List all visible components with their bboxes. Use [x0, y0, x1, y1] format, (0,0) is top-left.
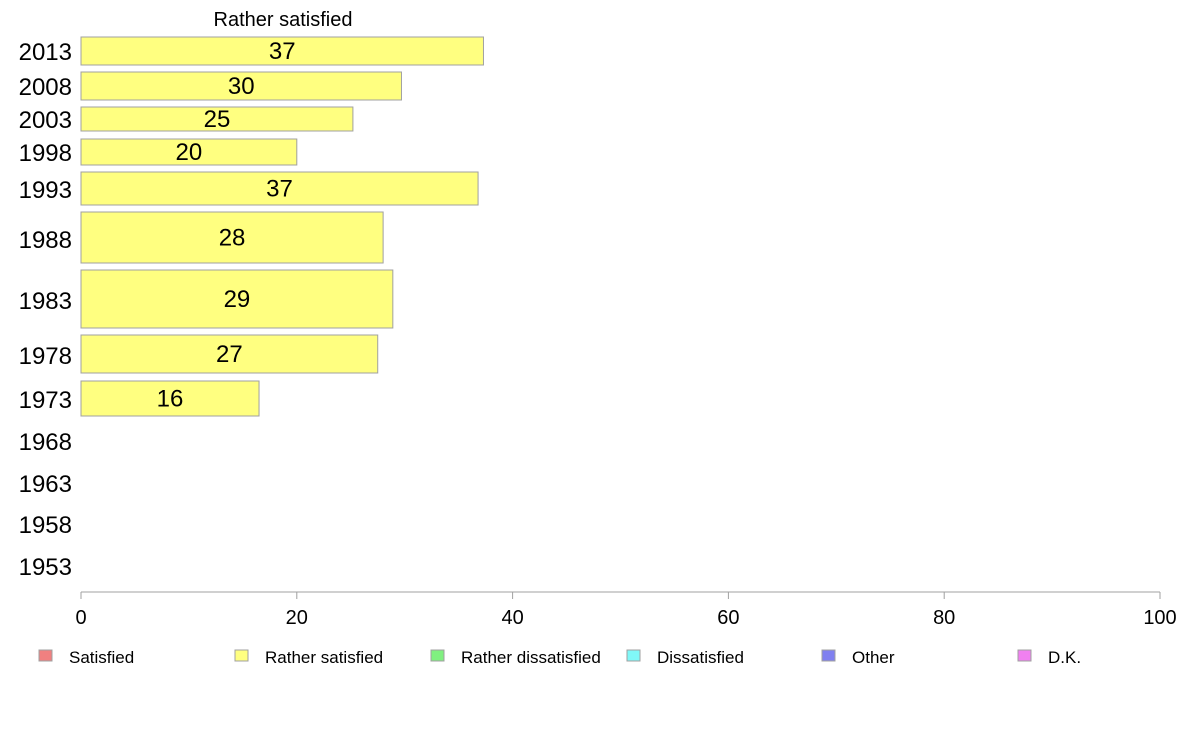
legend: Satisfied Rather satisfied Rather dissatis… — [38, 648, 1081, 667]
legend-swatch-3 — [626, 649, 641, 662]
category-label-1993: 1993 — [19, 177, 72, 204]
x-tick-label-80: 80 — [933, 607, 955, 629]
category-label-1988: 1988 — [19, 227, 72, 254]
bar-value-2003: 25 — [204, 106, 231, 133]
category-label-1998: 1998 — [19, 140, 72, 167]
bar-value-2013: 37 — [269, 38, 296, 65]
bar-1978 — [80, 334, 379, 374]
bar-value-2008: 30 — [228, 73, 255, 100]
legend-swatch-4 — [821, 649, 836, 662]
category-label-2013: 2013 — [19, 39, 72, 66]
bar-value-1973: 16 — [157, 386, 184, 413]
category-label-1958: 1958 — [19, 512, 72, 539]
bar-1973 — [80, 380, 260, 417]
bar-1988 — [80, 211, 384, 264]
category-label-1983: 1983 — [19, 288, 72, 315]
category-label-1953: 1953 — [19, 554, 72, 581]
bar-value-1988: 28 — [219, 225, 246, 252]
bar-value-1978: 27 — [216, 341, 243, 368]
bar-2013 — [80, 36, 484, 66]
legend-label-3: Dissatisfied — [657, 648, 744, 667]
x-tick-label-60: 60 — [717, 607, 739, 629]
legend-swatch-0 — [38, 649, 53, 662]
legend-label-4: Other — [852, 648, 895, 667]
x-axis: 0 20 40 60 80 100 — [75, 591, 1177, 629]
category-label-1978: 1978 — [19, 343, 72, 370]
x-tick-label-100: 100 — [1143, 607, 1176, 629]
category-labels: 2013 2008 2003 1998 1993 1988 1983 1978 1973 1968… — [19, 39, 72, 581]
legend-label-1: Rather satisfied — [265, 648, 383, 667]
bar-value-1983: 29 — [224, 286, 251, 313]
x-tick-label-0: 0 — [75, 607, 86, 629]
legend-swatch-5 — [1017, 649, 1032, 662]
bar-2003 — [80, 106, 354, 132]
category-label-2003: 2003 — [19, 107, 72, 134]
category-label-1973: 1973 — [19, 387, 72, 414]
legend-swatch-1 — [234, 649, 249, 662]
panel-title: Rather satisfied — [214, 9, 353, 31]
bar-value-1993: 37 — [266, 176, 293, 203]
bar-value-1998: 20 — [176, 139, 203, 166]
legend-label-0: Satisfied — [69, 648, 134, 667]
category-label-1963: 1963 — [19, 471, 72, 498]
category-label-2008: 2008 — [19, 74, 72, 101]
bar-1983 — [80, 269, 394, 329]
legend-swatch-2 — [430, 649, 445, 662]
x-tick-label-40: 40 — [501, 607, 523, 629]
legend-label-5: D.K. — [1048, 648, 1081, 667]
legend-label-2: Rather dissatisfied — [461, 648, 601, 667]
x-tick-label-20: 20 — [286, 607, 308, 629]
bar-2008 — [80, 71, 402, 101]
category-label-1968: 1968 — [19, 429, 72, 456]
bar-1998 — [80, 138, 298, 166]
bar-1993 — [80, 171, 479, 206]
